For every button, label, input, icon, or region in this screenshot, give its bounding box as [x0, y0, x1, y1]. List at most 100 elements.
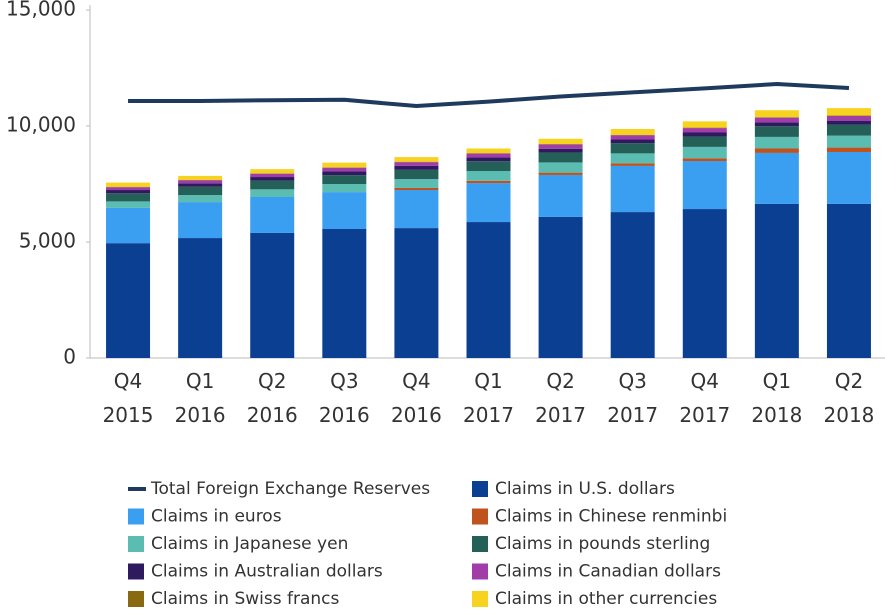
bar-segment: [322, 175, 367, 184]
bar-segment: [466, 161, 511, 172]
bar-segment: [466, 180, 511, 184]
bar-segment: [826, 135, 871, 148]
bar-segment: [826, 147, 871, 152]
bar-segment: [754, 152, 799, 204]
y-tick-label: 0: [63, 345, 76, 369]
legend-label: Claims in other currencies: [495, 589, 717, 609]
legend-swatch: [128, 591, 144, 607]
x-tick-label: Q4 2017: [679, 369, 731, 427]
bar-segment: [610, 212, 655, 358]
legend-label: Claims in Canadian dollars: [495, 562, 721, 582]
x-tick-label: Q4 2016: [390, 369, 442, 427]
bar-segment: [754, 148, 799, 153]
x-tick-label: Q3 2016: [318, 369, 370, 427]
bar-segment: [394, 190, 439, 229]
bar-segment: [610, 163, 655, 166]
bar-segment: [466, 171, 511, 181]
bar-segment: [394, 157, 439, 162]
bar-segment: [682, 121, 727, 128]
bar-segment: [106, 193, 151, 202]
bar-segment: [610, 135, 655, 140]
bar-segment: [754, 117, 799, 123]
x-tick-label: Q2 2017: [535, 369, 587, 427]
bar-segment: [394, 228, 439, 358]
bar-segment: [394, 187, 439, 191]
legend-label: Claims in pounds sterling: [495, 534, 710, 554]
bar-segment: [178, 186, 223, 196]
legend-label: Claims in Japanese yen: [151, 534, 348, 554]
bar-segment: [178, 175, 223, 180]
bar-segment: [826, 203, 871, 358]
bar-segment: [538, 148, 583, 153]
bar-segment: [322, 184, 367, 193]
bar-segment: [754, 136, 799, 149]
legend-swatch: [472, 563, 488, 580]
legend-swatch: [472, 536, 488, 552]
bar-segment: [250, 196, 295, 233]
bar-segment: [322, 229, 367, 358]
legend-label: Claims in U.S. dollars: [495, 479, 675, 499]
y-tick-label: 15,000: [6, 0, 76, 21]
bar-segment: [322, 162, 367, 168]
legend-label: Claims in Swiss francs: [151, 589, 340, 609]
x-tick-label: Q4 2015: [102, 369, 154, 427]
bar-segment: [682, 146, 727, 159]
bar-segment: [322, 167, 367, 172]
bar-segment: [538, 152, 583, 163]
bar-segment: [466, 148, 511, 154]
bar-segment: [466, 222, 511, 358]
bar-segment: [682, 158, 727, 162]
bar-segment: [106, 187, 151, 191]
bar-segment: [106, 190, 151, 194]
bar-segment: [538, 172, 583, 175]
bar-segment: [610, 139, 655, 144]
bar-segment: [610, 129, 655, 135]
bar-segment: [394, 162, 439, 166]
bar-segment: [754, 110, 799, 118]
bar-segment: [826, 116, 871, 121]
bar-segment: [394, 169, 439, 180]
x-tick-label: Q3 2017: [607, 369, 659, 427]
x-tick-label: Q2 2018: [823, 369, 875, 427]
bar-segment: [826, 120, 871, 125]
bar-segment: [250, 173, 295, 178]
total-line: [128, 82, 850, 109]
bar-segment: [394, 179, 439, 188]
bar-segment: [538, 144, 583, 149]
bar-segment: [538, 174, 583, 217]
y-tick-label: 5,000: [19, 229, 76, 253]
bar-segment: [682, 132, 727, 137]
bar-segment: [754, 203, 799, 358]
x-tick-label: Q2 2016: [246, 369, 298, 427]
bar-segment: [610, 165, 655, 213]
bar-segment: [682, 128, 727, 133]
bar-segment: [106, 243, 151, 358]
legend-label: Claims in euros: [151, 507, 282, 527]
bar-segment: [178, 180, 223, 184]
bar-segment: [826, 124, 871, 136]
bar-segment: [466, 183, 511, 223]
bar-segment: [106, 201, 151, 208]
bar-segment: [610, 153, 655, 164]
legend-label: Total Foreign Exchange Reserves: [150, 479, 430, 499]
bar-segment: [682, 209, 727, 358]
bar-segment: [106, 207, 151, 244]
x-tick-label: Q1 2017: [463, 369, 514, 427]
bar-segment: [250, 189, 295, 197]
bar-segment: [250, 232, 295, 358]
bar-segment: [754, 126, 799, 137]
x-tick-label: Q1 2016: [174, 369, 226, 427]
bar-segment: [178, 195, 223, 203]
legend-swatch: [128, 563, 144, 580]
bar-segment: [106, 182, 151, 187]
bar-segment: [394, 165, 439, 170]
bar-segment: [250, 177, 295, 181]
bar-segment: [538, 138, 583, 145]
bar-segment: [826, 151, 871, 204]
bar-segment: [250, 180, 295, 190]
legend-swatch: [128, 508, 144, 525]
bar-segment: [538, 216, 583, 358]
legend-label: Claims in Chinese renminbi: [495, 507, 727, 527]
